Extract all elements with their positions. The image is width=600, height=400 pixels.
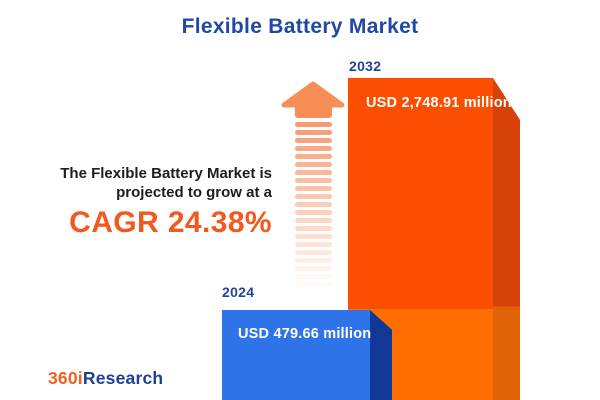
cagr-value: CAGR 24.38% bbox=[69, 206, 272, 239]
arrow-stripe bbox=[295, 122, 332, 127]
bar-2024-face bbox=[222, 310, 370, 400]
chart-title: Flexible Battery Market bbox=[181, 15, 419, 38]
annotation-line-2: projected to grow at a bbox=[116, 183, 272, 201]
arrow-stripe bbox=[295, 138, 332, 143]
arrow-stripe bbox=[295, 226, 332, 231]
arrow-stripe bbox=[295, 234, 332, 239]
arrow-stripe bbox=[295, 274, 332, 279]
arrow-stripe bbox=[295, 178, 332, 183]
arrow-stripe bbox=[295, 186, 332, 191]
annotation-block: The Flexible Battery Market is projected… bbox=[30, 165, 272, 240]
arrow-stripe bbox=[295, 154, 332, 159]
bar-2024-3d-side bbox=[370, 310, 392, 400]
annotation-line-1: The Flexible Battery Market is bbox=[60, 165, 272, 182]
arrow-stripe bbox=[295, 282, 332, 287]
growth-arrow-neck bbox=[295, 104, 332, 118]
arrow-stripe bbox=[295, 194, 332, 199]
bar-2024-year-label: 2024 bbox=[222, 284, 255, 300]
arrow-stripe bbox=[295, 202, 332, 207]
bar-2024-value-label: USD 479.66 million bbox=[238, 326, 372, 342]
logo-prefix: 360i bbox=[48, 368, 83, 388]
bar-2032-face-upper-segment bbox=[348, 78, 493, 309]
arrow-stripe bbox=[295, 218, 332, 223]
logo-suffix: Research bbox=[82, 368, 164, 388]
company-logo: 360iResearch bbox=[48, 368, 163, 389]
arrow-stripe bbox=[295, 266, 332, 271]
arrow-stripe bbox=[295, 258, 332, 263]
arrow-stripe bbox=[295, 250, 332, 255]
arrow-stripes bbox=[295, 122, 332, 290]
arrow-stripe bbox=[295, 146, 332, 151]
arrow-stripe bbox=[295, 170, 332, 175]
arrow-stripe bbox=[295, 130, 332, 135]
bar-2032-3d-side bbox=[493, 78, 520, 400]
arrow-stripe bbox=[295, 162, 332, 167]
bar-2032-value-label: USD 2,748.91 million bbox=[366, 95, 512, 111]
bar-2032-year-label: 2032 bbox=[349, 58, 382, 74]
arrow-stripe bbox=[295, 210, 332, 215]
arrow-stripe bbox=[295, 242, 332, 247]
